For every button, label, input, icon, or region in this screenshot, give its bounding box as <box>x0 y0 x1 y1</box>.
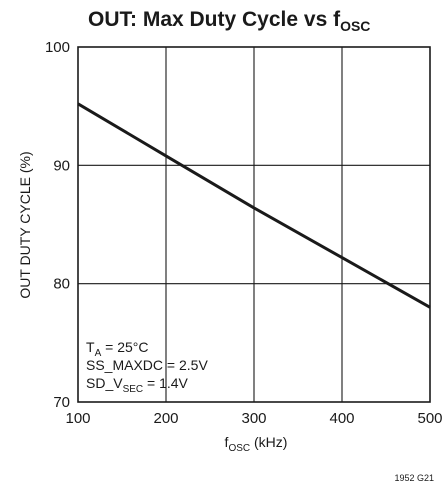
y-tick-label: 100 <box>45 39 70 56</box>
x-axis-label-subscript: OSC <box>228 443 250 454</box>
y-tick-label: 70 <box>53 394 70 411</box>
x-axis-label-unit: (kHz) <box>250 434 287 450</box>
y-axis-label: OUT DUTY CYCLE (%) <box>17 151 33 298</box>
chart-title: OUT: Max Duty Cycle vs fOSC <box>88 8 370 34</box>
x-tick-label: 200 <box>153 410 178 427</box>
y-tick-label: 80 <box>53 276 70 293</box>
condition-sd-vsec: SD_VSEC = 1.4V <box>86 375 189 395</box>
chart-title-main: OUT: Max Duty Cycle vs f <box>88 8 341 31</box>
chart-title-subscript: OSC <box>340 18 370 34</box>
x-tick-label: 500 <box>417 410 442 427</box>
condition-ss-maxdc: SS_MAXDC = 2.5V <box>86 357 208 373</box>
x-tick-label: 300 <box>241 410 266 427</box>
x-axis-label: fOSC (kHz) <box>225 434 288 454</box>
x-tick-label: 100 <box>65 410 90 427</box>
condition-temperature: TA = 25°C <box>86 339 148 359</box>
y-tick-label: 90 <box>53 157 70 174</box>
x-tick-label: 400 <box>329 410 354 427</box>
figure-id: 1952 G21 <box>394 473 434 483</box>
